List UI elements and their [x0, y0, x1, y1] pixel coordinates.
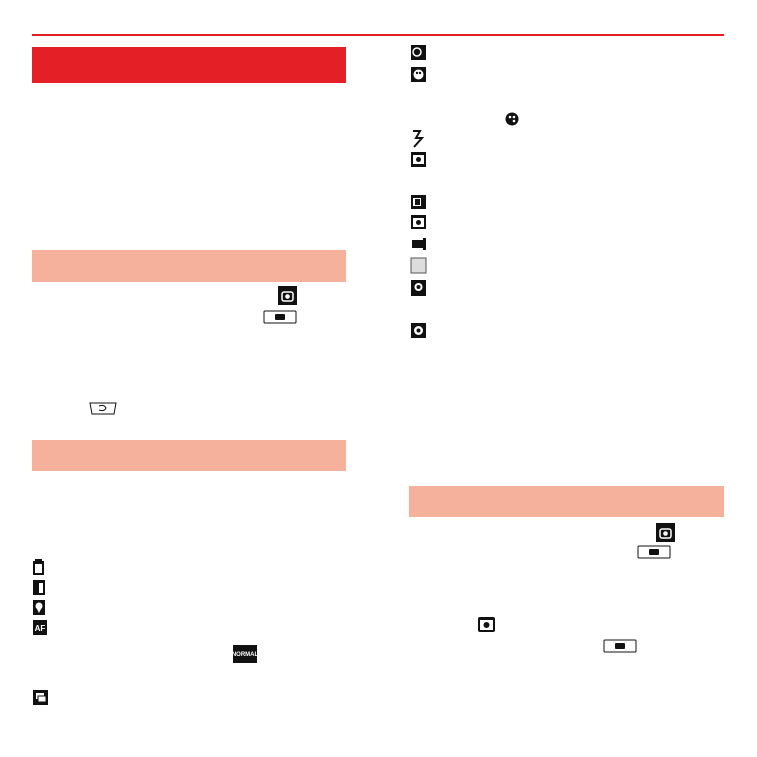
palette-inline-icon	[505, 112, 519, 126]
video-small-icon	[412, 238, 426, 250]
timer-icon	[411, 45, 426, 60]
blank-icon	[410, 257, 427, 274]
badge-label: NORMAL	[232, 652, 259, 658]
camera-mode-icon	[278, 286, 297, 305]
section-heading-bar	[32, 250, 346, 282]
normal-badge: NORMAL	[232, 645, 259, 663]
continuous-shot-icon	[33, 690, 48, 705]
mute-icon	[413, 130, 425, 148]
switch-camera-icon	[411, 280, 426, 296]
svg-text:AF: AF	[35, 624, 46, 633]
location-icon	[33, 600, 45, 615]
shutter-key-icon	[637, 545, 671, 559]
back-key-icon	[89, 402, 117, 415]
video-icon	[411, 195, 426, 209]
camera-small-icon	[411, 215, 426, 229]
main-heading-bar	[32, 47, 346, 83]
camera-mode-icon	[656, 523, 675, 542]
settings-icon	[411, 323, 426, 338]
top-rule	[32, 34, 724, 36]
section-heading-bar	[32, 440, 346, 471]
section-heading-bar	[409, 486, 724, 517]
autofocus-icon: AF	[33, 620, 47, 635]
shutter-key-icon	[603, 639, 637, 653]
shutter-key-icon	[263, 310, 297, 324]
storage-icon	[33, 580, 45, 595]
camera-inline-icon	[478, 617, 495, 632]
battery-icon	[33, 559, 44, 575]
color-effect-icon	[411, 67, 426, 82]
photo-icon	[411, 152, 426, 167]
